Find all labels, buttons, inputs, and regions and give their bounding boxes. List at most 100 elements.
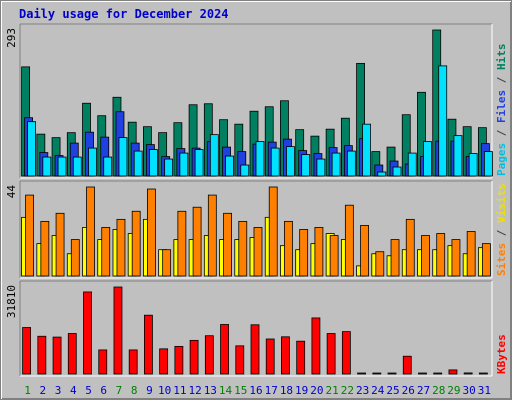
bar-kbytes-15 [235, 345, 245, 375]
x-tick-label: 14 [219, 384, 233, 397]
bar-sites-14 [223, 212, 232, 277]
bar-kbytes-13 [204, 335, 214, 375]
bar-pages-4 [72, 156, 82, 177]
x-tick-label: 11 [173, 384, 186, 397]
bar-pages-11 [179, 152, 189, 177]
bar-sites-6 [101, 227, 111, 277]
legend-item: Pages [495, 143, 508, 176]
bar-kbytes-10 [159, 348, 169, 375]
bar-kbytes-18 [281, 336, 290, 375]
bar-kbytes-2 [37, 335, 47, 375]
bar-kbytes-21 [326, 333, 336, 375]
bar-pages-2 [42, 156, 52, 177]
x-tick-label: 22 [341, 384, 354, 397]
bar-sites-1 [25, 194, 35, 277]
bar-sites-17 [268, 186, 278, 277]
bar-kbytes-26 [402, 355, 412, 375]
bar-sites-4 [70, 239, 80, 277]
x-tick-label: 4 [70, 384, 77, 397]
bar-kbytes-11 [174, 345, 184, 375]
bar-sites-8 [131, 210, 141, 277]
x-tick-label: 3 [55, 384, 62, 397]
bar-kbytes-22 [341, 331, 351, 375]
bar-kbytes-25 [387, 372, 397, 375]
x-tick-label: 15 [234, 384, 247, 397]
bar-sites-30 [466, 231, 476, 277]
bar-pages-6 [103, 156, 113, 177]
bar-pages-7 [118, 137, 128, 177]
bar-sites-15 [238, 220, 248, 277]
legend-item: Files [495, 90, 508, 123]
panel-legend: Sites / Visits [495, 183, 508, 276]
x-tick-label: 21 [326, 384, 339, 397]
bar-sites-27 [421, 235, 430, 277]
bar-sites-25 [390, 239, 400, 277]
legend-item: Hits [495, 44, 508, 71]
bar-pages-15 [240, 164, 250, 177]
bar-pages-19 [301, 154, 311, 177]
x-tick-label: 26 [402, 384, 415, 397]
bar-pages-1 [27, 121, 37, 177]
bar-sites-28 [436, 233, 446, 277]
bar-kbytes-7 [113, 286, 123, 375]
bar-sites-12 [192, 206, 202, 277]
bar-sites-20 [314, 227, 324, 277]
bar-kbytes-30 [463, 372, 473, 375]
bar-pages-27 [423, 141, 432, 177]
bar-sites-26 [405, 218, 415, 277]
bar-pages-5 [88, 147, 97, 177]
bar-pages-10 [164, 158, 174, 177]
x-tick-label: 1 [24, 384, 31, 397]
bar-sites-5 [86, 186, 95, 277]
x-tick-label: 10 [158, 384, 171, 397]
bar-pages-12 [194, 149, 204, 177]
bar-sites-29 [451, 239, 461, 277]
x-tick-label: 2 [40, 384, 47, 397]
bar-pages-20 [316, 158, 326, 177]
bar-sites-9 [147, 188, 156, 277]
bar-sites-7 [116, 218, 126, 277]
bar-sites-21 [329, 235, 339, 277]
panel-max-label: 31810 [5, 285, 18, 318]
bar-pages-9 [149, 149, 158, 177]
bar-pages-24 [377, 171, 387, 177]
x-tick-label: 19 [295, 384, 308, 397]
bar-pages-21 [331, 152, 341, 177]
x-tick-label: 29 [447, 384, 460, 397]
bar-pages-25 [392, 166, 402, 177]
x-tick-label: 7 [116, 384, 123, 397]
bar-kbytes-31 [478, 372, 488, 375]
bar-sites-22 [344, 204, 354, 277]
legend-item: / [495, 223, 508, 243]
panel-legend: KBytes [495, 334, 508, 374]
bar-sites-16 [253, 227, 263, 277]
legend-item: Sites [495, 243, 508, 276]
legend-item: / [495, 123, 508, 143]
bar-kbytes-9 [144, 314, 153, 375]
bar-sites-2 [40, 220, 50, 277]
bar-pages-22 [346, 150, 356, 177]
bar-pages-28 [438, 65, 448, 177]
bar-pages-31 [483, 151, 493, 177]
bar-pages-23 [362, 123, 371, 177]
bar-pages-30 [468, 153, 478, 177]
bar-pages-26 [407, 152, 417, 177]
panel-legend: Pages / Files / Hits [495, 44, 508, 177]
x-tick-label: 5 [85, 384, 92, 397]
bar-pages-18 [286, 146, 295, 177]
bar-pages-13 [209, 134, 219, 177]
x-tick-label: 8 [131, 384, 138, 397]
bar-sites-24 [375, 251, 385, 277]
bar-kbytes-29 [448, 369, 458, 375]
bar-sites-13 [207, 194, 217, 277]
panel-max-label: 44 [5, 185, 18, 199]
bar-pages-16 [255, 141, 265, 177]
bar-kbytes-12 [189, 339, 199, 375]
x-tick-label: 27 [417, 384, 430, 397]
bar-kbytes-24 [372, 372, 382, 375]
bar-sites-23 [360, 225, 369, 277]
bar-kbytes-5 [83, 291, 92, 375]
x-tick-label: 9 [146, 384, 153, 397]
legend-item: / [495, 70, 508, 90]
x-tick-label: 31 [478, 384, 491, 397]
